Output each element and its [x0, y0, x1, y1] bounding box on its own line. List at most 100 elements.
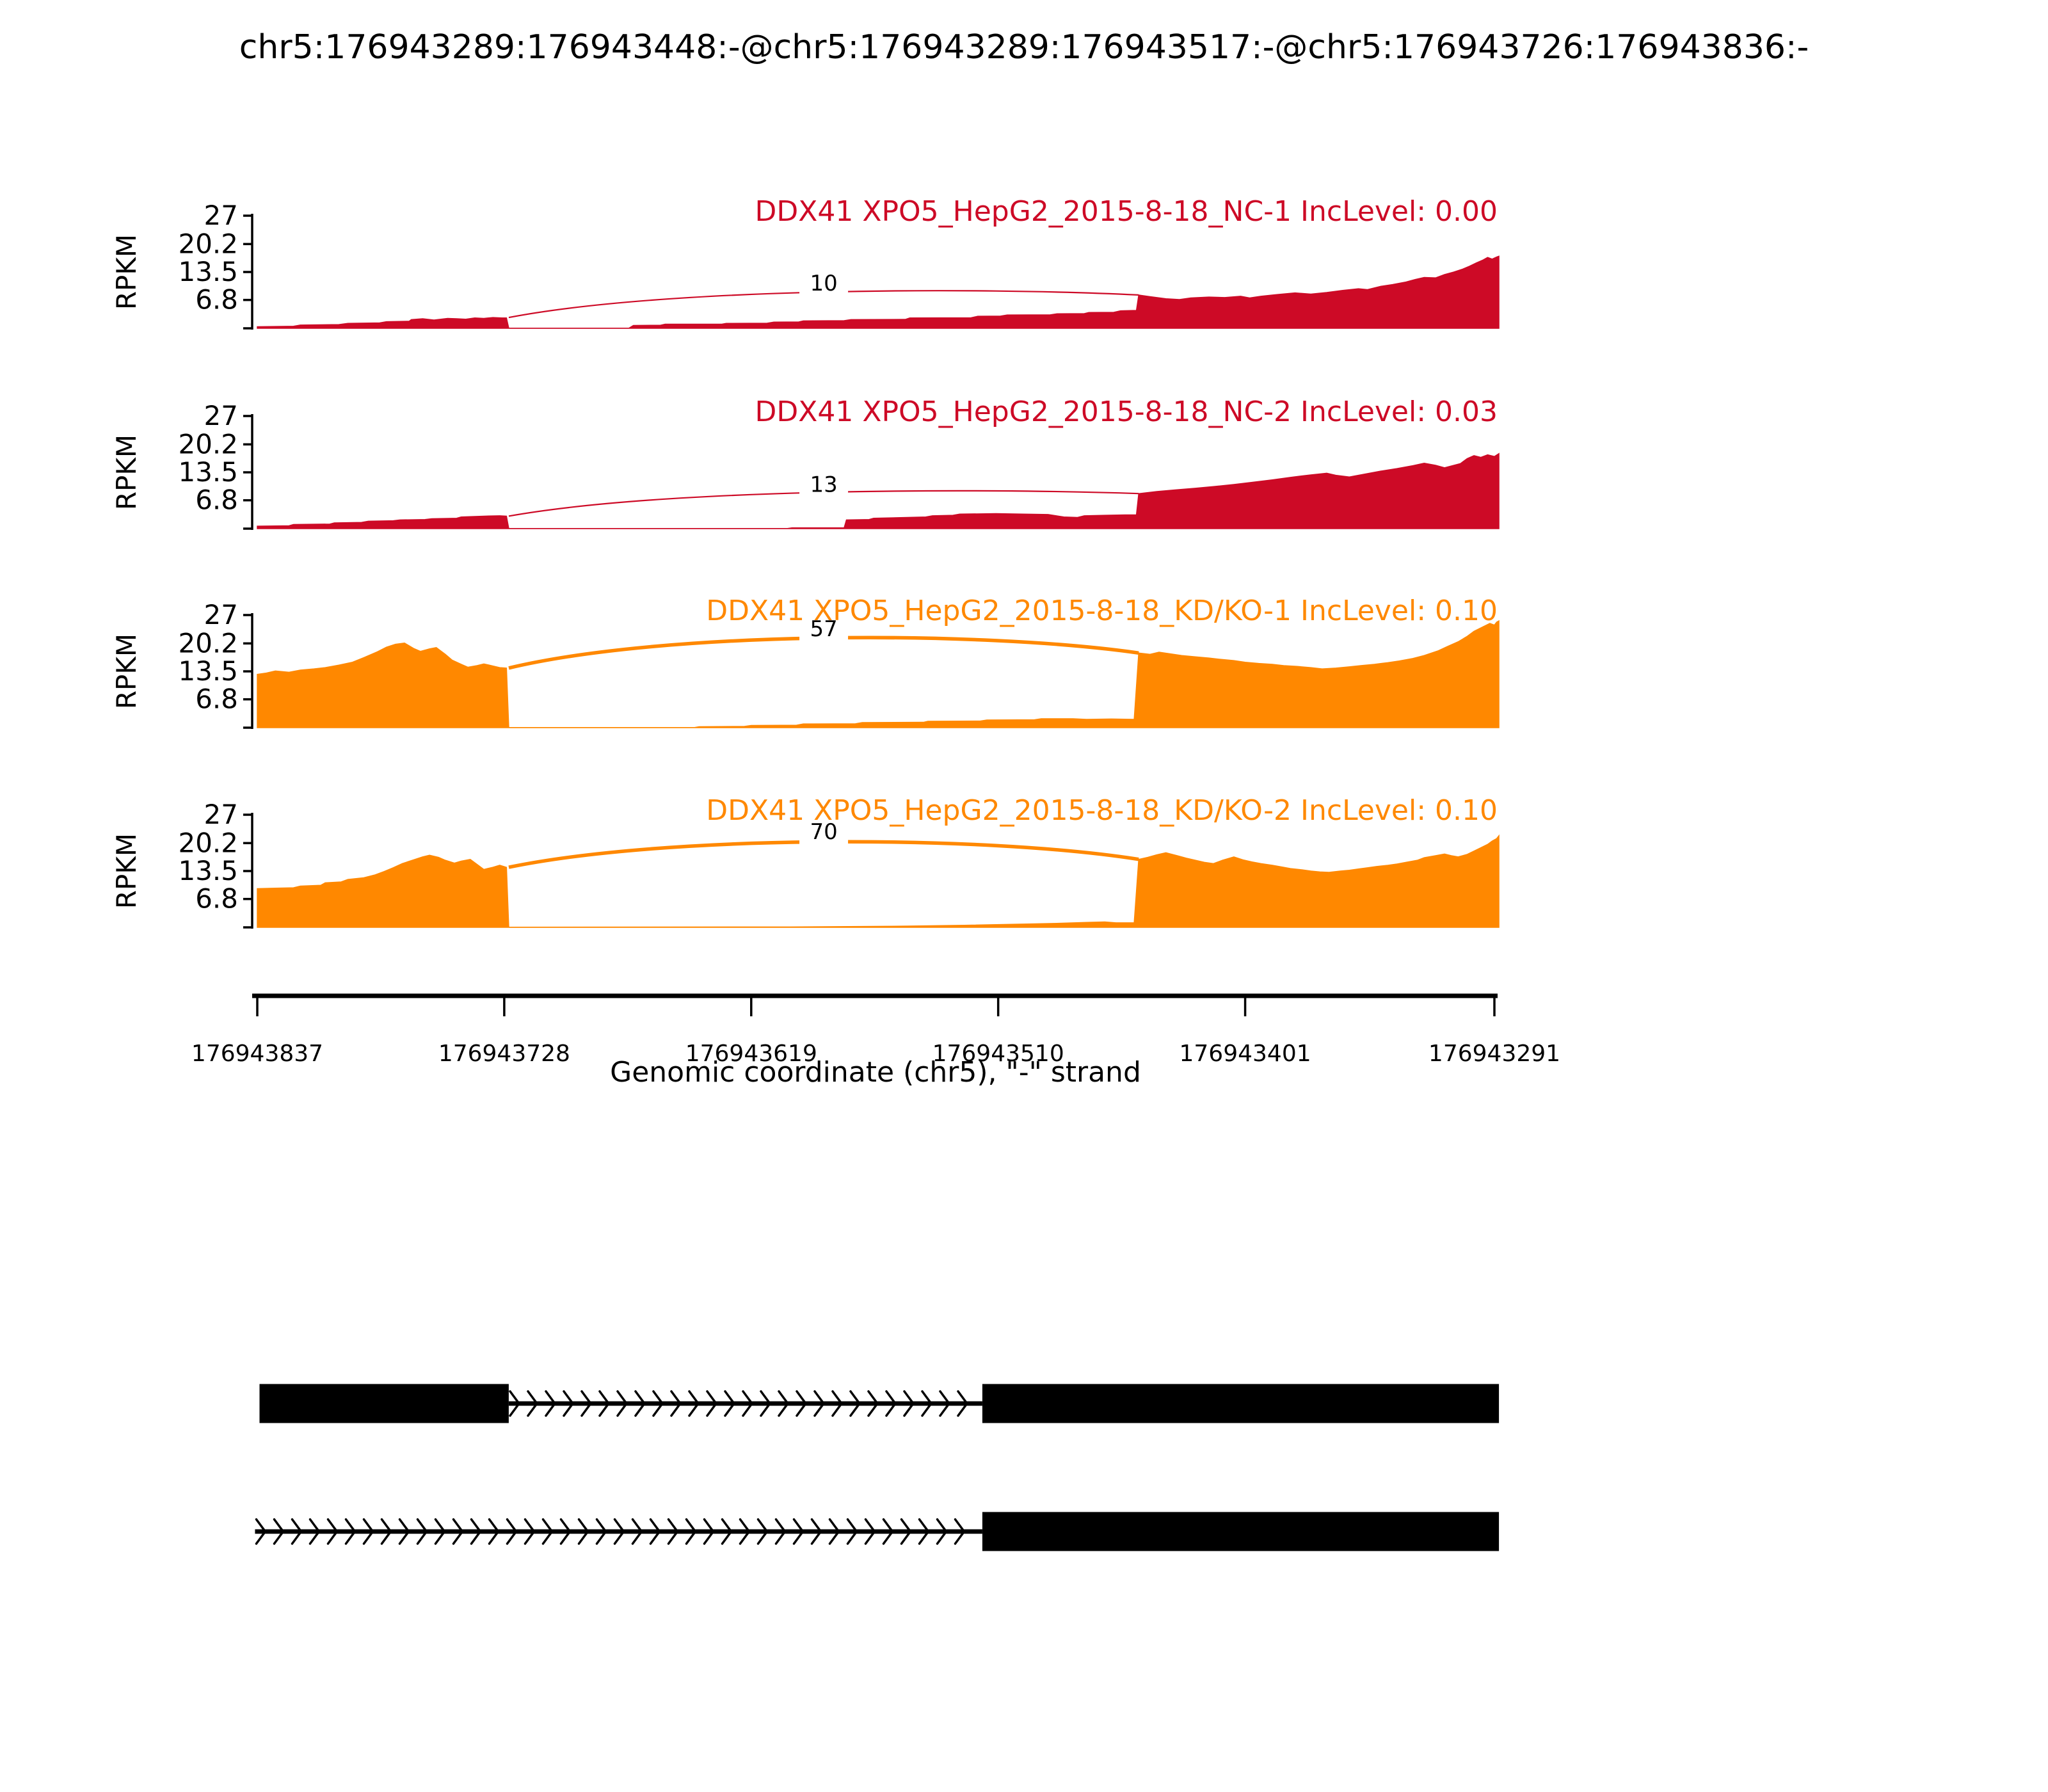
- x-axis-title: Genomic coordinate (chr5), "-" strand: [610, 1056, 1141, 1089]
- intron-direction-arrow-icon: [688, 1390, 700, 1417]
- coverage-area: [257, 255, 1500, 329]
- intron-direction-arrow-icon: [527, 1390, 539, 1417]
- y-axis-title: RPKM: [111, 634, 142, 709]
- intron-direction-arrow-icon: [416, 1518, 428, 1545]
- intron-direction-arrow-icon: [344, 1518, 356, 1545]
- intron-direction-arrow-icon: [649, 1518, 661, 1545]
- intron-direction-arrow-icon: [541, 1518, 554, 1545]
- intron-direction-arrow-icon: [706, 1390, 718, 1417]
- coverage-area: [257, 452, 1500, 529]
- exon-box: [982, 1384, 1500, 1423]
- y-axis-tick-label: 20.2: [178, 827, 238, 858]
- intron-direction-arrow-icon: [326, 1518, 339, 1545]
- plot-title: chr5:176943289:176943448:-@chr5:17694328…: [239, 28, 1809, 67]
- x-axis-tick-label: 176943510: [932, 1041, 1064, 1067]
- y-axis-tick-label: 13.5: [178, 456, 238, 488]
- intron-direction-arrow-icon: [864, 1518, 876, 1545]
- intron-direction-arrow-icon: [796, 1390, 808, 1417]
- intron-direction-arrow-icon: [742, 1390, 754, 1417]
- y-axis-tick-label: 20.2: [178, 228, 238, 259]
- intron-direction-arrow-icon: [616, 1390, 628, 1417]
- intron-direction-arrow-icon: [810, 1518, 822, 1545]
- intron-direction-arrow-icon: [255, 1518, 267, 1545]
- x-axis-tick-label: 176943401: [1179, 1041, 1311, 1067]
- intron-direction-arrow-icon: [685, 1518, 697, 1545]
- intron-direction-arrow-icon: [849, 1390, 861, 1417]
- y-axis-title: RPKM: [111, 833, 142, 909]
- intron-direction-arrow-icon: [756, 1518, 769, 1545]
- x-axis-tick-label: 176943291: [1428, 1041, 1560, 1067]
- y-axis-tick-label: 27: [204, 799, 238, 830]
- intron-direction-arrow-icon: [308, 1518, 321, 1545]
- coverage-area: [257, 834, 1500, 928]
- intron-direction-arrow-icon: [545, 1390, 557, 1417]
- x-axis: 176943837 176943728 176943619 176943510 1769…: [191, 993, 1560, 1089]
- intron-direction-arrow-icon: [509, 1390, 521, 1417]
- intron-direction-arrow-icon: [291, 1518, 303, 1545]
- intron-direction-arrow-icon: [506, 1518, 518, 1545]
- y-axis-tick-label: 6.8: [195, 684, 238, 715]
- intron-direction-arrow-icon: [900, 1518, 912, 1545]
- intron-direction-arrow-icon: [273, 1518, 285, 1545]
- intron-direction-arrow-icon: [577, 1518, 589, 1545]
- intron-direction-arrow-icon: [724, 1390, 736, 1417]
- y-axis-title: RPKM: [111, 234, 142, 310]
- intron-direction-arrow-icon: [598, 1390, 611, 1417]
- intron-direction-arrow-icon: [760, 1390, 772, 1417]
- y-axis-tick-label: 20.2: [178, 428, 238, 460]
- junction-count-label: 13: [810, 472, 837, 497]
- intron-direction-arrow-icon: [846, 1518, 858, 1545]
- exon-box: [982, 1512, 1500, 1551]
- intron-direction-arrow-icon: [774, 1518, 787, 1545]
- junction-count-label: 57: [810, 616, 837, 642]
- y-axis-tick-label: 6.8: [195, 284, 238, 316]
- intron-direction-arrow-icon: [580, 1390, 593, 1417]
- junction-arc: [508, 840, 1139, 869]
- track-title: DDX41 XPO5_HepG2_2015-8-18_KD/KO-2 IncLe…: [706, 794, 1498, 827]
- y-axis-tick-label: 13.5: [178, 655, 238, 687]
- y-axis-tick-label: 6.8: [195, 484, 238, 516]
- junction-count-backdrop: [799, 468, 849, 499]
- intron-direction-arrow-icon: [524, 1518, 536, 1545]
- y-axis-tick-label: 27: [204, 599, 238, 630]
- junction-count-label: 10: [810, 271, 837, 296]
- intron-direction-arrow-icon: [792, 1518, 804, 1545]
- intron-direction-arrow-icon: [670, 1390, 682, 1417]
- isoform-row-2: [255, 1512, 1500, 1551]
- intron-direction-arrow-icon: [721, 1518, 733, 1545]
- junction-count-backdrop: [799, 267, 849, 297]
- y-axis-tick-label: 27: [204, 200, 238, 231]
- junction-count-backdrop: [799, 816, 849, 846]
- y-axis-tick-label: 20.2: [178, 627, 238, 659]
- junction-count-backdrop: [799, 612, 849, 643]
- intron-direction-arrow-icon: [739, 1518, 751, 1545]
- x-axis-tick-label: 176943837: [191, 1041, 323, 1067]
- intron-direction-arrow-icon: [631, 1518, 643, 1545]
- y-axis-tick-label: 13.5: [178, 855, 238, 886]
- intron-direction-arrow-icon: [563, 1390, 575, 1417]
- intron-direction-arrow-icon: [634, 1390, 646, 1417]
- x-axis-tick-label: 176943728: [438, 1041, 570, 1067]
- y-axis-tick-label: 27: [204, 400, 238, 431]
- intron-direction-arrow-icon: [703, 1518, 715, 1545]
- intron-direction-arrow-icon: [613, 1518, 625, 1545]
- intron-direction-arrow-icon: [921, 1390, 933, 1417]
- intron-direction-arrow-icon: [867, 1390, 879, 1417]
- intron-direction-arrow-icon: [831, 1390, 844, 1417]
- intron-direction-arrow-icon: [652, 1390, 664, 1417]
- intron-direction-arrow-icon: [434, 1518, 446, 1545]
- intron-direction-arrow-icon: [939, 1390, 951, 1417]
- y-axis-tick-label: 13.5: [178, 256, 238, 287]
- intron-direction-arrow-icon: [488, 1518, 500, 1545]
- track-title: DDX41 XPO5_HepG2_2015-8-18_NC-1 IncLevel…: [755, 195, 1498, 228]
- y-axis-title: RPKM: [111, 435, 142, 510]
- x-axis-tick-label: 176943619: [685, 1041, 817, 1067]
- intron-direction-arrow-icon: [954, 1518, 966, 1545]
- y-axis-tick-label: 6.8: [195, 883, 238, 915]
